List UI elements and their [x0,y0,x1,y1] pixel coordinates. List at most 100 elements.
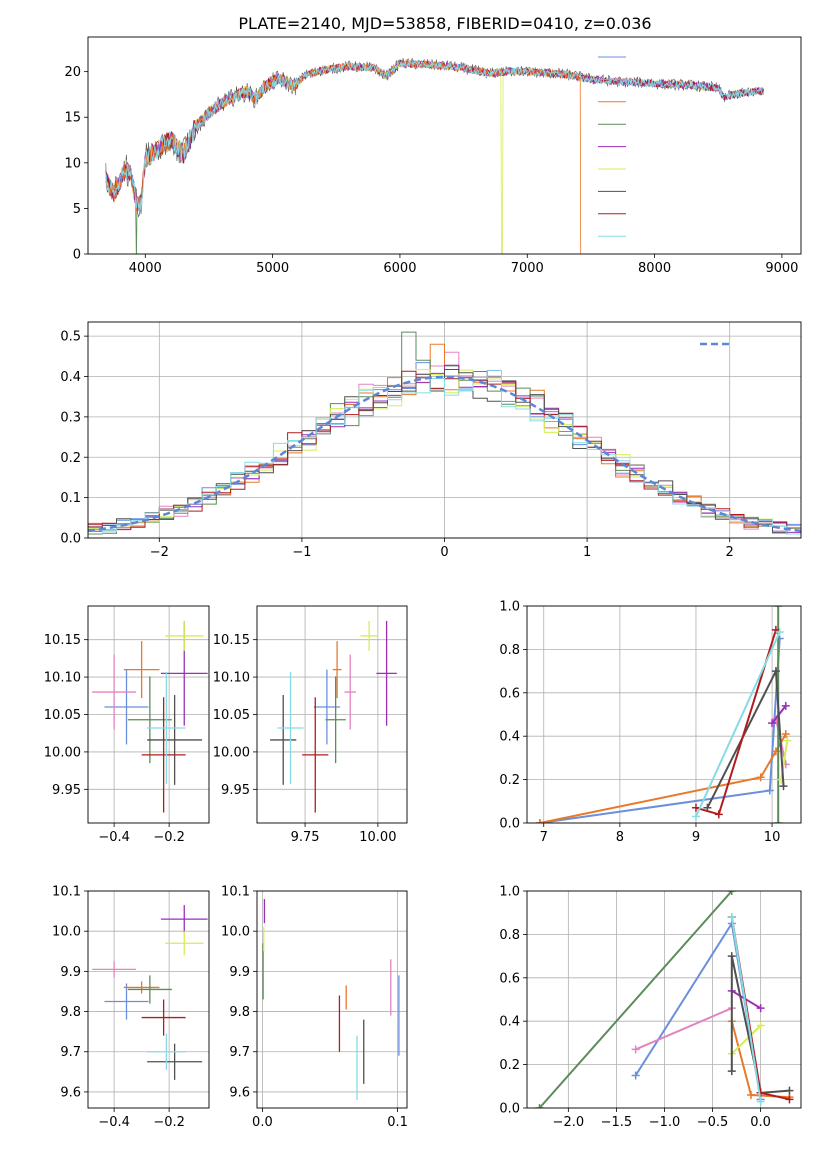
y-tick-label: 9.6 [60,1085,81,1100]
weight-marker [535,819,544,823]
histogram-residuals-8 [88,369,801,538]
y-tick-label: 10.05 [213,708,250,723]
axes-frame [87,36,802,255]
weight-marker [747,1090,756,1099]
plot-area [535,606,792,823]
x-tick-label: 9.75 [291,830,320,845]
y-tick-label: 9.7 [60,1045,81,1060]
spectrum-line-kroupa-miles [105,59,582,254]
weight-marker [727,891,736,895]
x-tick-label: 10 [764,830,781,845]
y-tick-label: 0.3 [60,410,81,425]
y-tick-label: 1.0 [499,600,520,615]
y-tick-label: 10.0 [221,925,250,940]
x-tick-label: −0.2 [153,1115,185,1130]
weight-marker [691,812,700,821]
plot-area [535,891,794,1108]
gaussian-curve [88,375,801,533]
plot-area [270,620,397,813]
axes-frame [526,890,802,1109]
y-tick-label: 9.95 [52,783,81,798]
y-tick-label: 0.0 [60,532,81,547]
weight-marker [781,701,790,710]
y-tick-label: 0.2 [499,773,520,788]
plot-area [105,57,764,254]
y-tick-label: 20 [64,65,81,80]
y-tick-label: 10 [64,156,81,171]
y-tick-label: 10.1 [52,885,81,900]
y-tick-label: 0.8 [499,643,520,658]
x-tick-label: 7 [540,830,548,845]
y-tick-label: 15 [64,111,81,126]
y-tick-label: 10.15 [44,633,81,648]
axes-frame [526,605,802,824]
axes-frame [256,605,408,824]
weight-marker [768,719,777,728]
plot-area [92,620,208,813]
x-tick-label: 0.1 [387,1115,408,1130]
age-vs-z-panel: −0.4 −0.2 9.95 10.00 10.05 10.10 10.15 [44,605,210,845]
weight-marker [775,628,784,637]
weight-marker [631,1071,640,1080]
y-tick-label: 0.0 [499,1102,520,1117]
weight-marker [765,786,774,795]
y-tick-label: 10.10 [44,671,81,686]
x-tick-label: −2.0 [553,1115,585,1130]
age-vs-mass-panel: 9.75 10.00 9.95 10.00 10.05 10.10 10.15 [213,605,408,845]
x-tick-label: 6000 [383,261,416,276]
y-tick-label: 1.0 [499,885,520,900]
weight-line [538,891,733,1108]
weight-marker [535,1104,544,1108]
weight-marker [783,736,792,745]
weight-marker [781,730,790,739]
plot-area [92,905,208,1080]
weight-vs-age-panel: 7 8 9 10 0.0 0.2 0.4 0.6 0.8 1.0 [499,600,802,845]
x-tick-label: 8000 [638,261,671,276]
x-tick-label: 10.00 [359,830,396,845]
weight-marker [756,1021,765,1030]
weight-line [695,631,781,817]
mass-vs-z-panel: −0.4 −0.2 9.6 9.7 9.8 9.9 10.0 10.1 [52,885,210,1130]
x-tick-label: 2 [726,545,734,560]
weight-marker [756,773,765,782]
x-tick-label: 9000 [765,261,798,276]
weight-marker [727,913,736,922]
y-tick-label: 9.6 [229,1085,250,1100]
axes-frame [87,890,210,1109]
y-tick-label: 0.4 [60,370,81,385]
y-tick-label: 10.00 [213,745,250,760]
y-tick-label: 10.0 [52,925,81,940]
y-tick-label: 0.1 [60,491,81,506]
weight-marker [756,1097,765,1106]
y-tick-label: 0.0 [499,817,520,832]
weight-line [635,1007,733,1051]
y-tick-label: 0.6 [499,686,520,701]
weight-line [634,920,762,1100]
weight-marker [774,819,783,823]
y-tick-label: 9.9 [60,965,81,980]
weight-line [539,733,787,823]
y-tick-label: 10.1 [221,885,250,900]
plot-area [262,899,400,1100]
x-tick-label: −1 [292,545,311,560]
x-tick-label: 1 [583,545,591,560]
weight-marker [691,803,700,812]
weight-marker [785,1086,794,1095]
y-tick-label: 0.4 [499,1015,520,1030]
x-tick-label: −1.5 [601,1115,633,1130]
y-tick-label: 9.8 [60,1005,81,1020]
y-tick-label: 0.5 [60,330,81,345]
weight-line [730,955,790,1094]
y-tick-label: 9.9 [229,965,250,980]
weight-marker [727,952,736,961]
y-tick-label: 0.2 [499,1058,520,1073]
y-tick-label: 9.95 [221,783,250,798]
y-tick-label: 10.00 [44,745,81,760]
x-tick-label: 0 [440,545,448,560]
y-tick-label: 0 [73,248,81,263]
weight-marker [727,1067,736,1076]
y-tick-label: 5 [73,202,81,217]
x-tick-label: 0.0 [750,1115,771,1130]
y-tick-label: 10.15 [213,633,250,648]
x-tick-label: −0.5 [697,1115,729,1130]
